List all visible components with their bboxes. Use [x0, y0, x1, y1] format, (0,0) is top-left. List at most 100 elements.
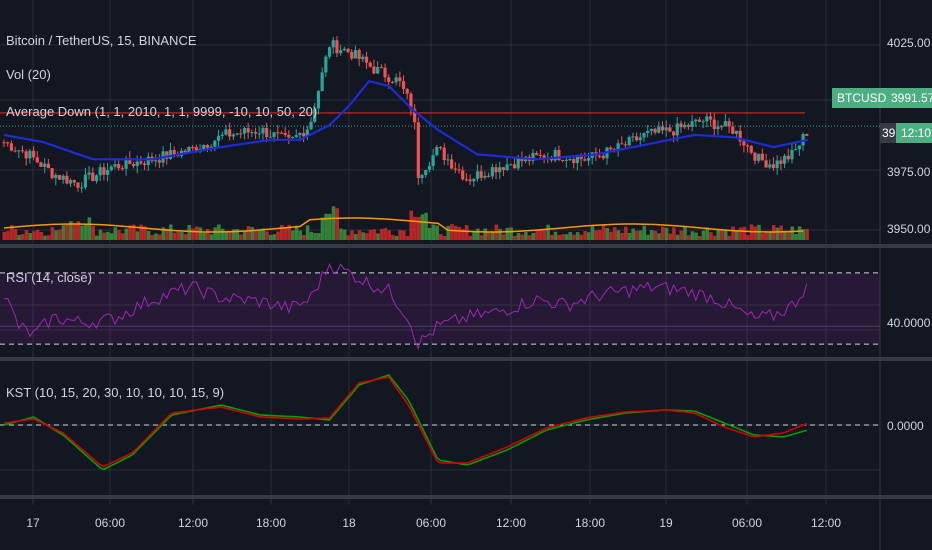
candle-body [242, 128, 247, 134]
candle-body [731, 126, 735, 134]
volume-bar [575, 232, 580, 240]
volume-bar [609, 231, 613, 240]
volume-bar [468, 235, 473, 240]
candle-body [475, 171, 480, 179]
symbol-title: Bitcoin / TetherUS, 15, BINANCE [6, 33, 197, 48]
candle-body [760, 153, 764, 161]
volume-bar [324, 213, 328, 240]
candle-body [609, 147, 613, 150]
candle-body [657, 126, 661, 133]
volume-bar [513, 235, 517, 240]
candle-body [653, 128, 657, 133]
candle-body [2, 142, 6, 144]
volume-bar [54, 230, 58, 240]
candle-body [172, 150, 176, 155]
time-axis-label: 12:00 [495, 516, 527, 530]
candle-body [257, 133, 261, 135]
candle-body [327, 47, 332, 57]
candle-body [353, 50, 358, 59]
volume-bar [183, 234, 188, 240]
volume-bar [194, 226, 199, 240]
candle-body [235, 133, 239, 135]
candle-body [494, 167, 498, 173]
volume-bar [346, 235, 351, 240]
candle-body [120, 168, 124, 170]
kst-indicator-label[interactable]: KST (10, 15, 20, 30, 10, 10, 10, 15, 9) [6, 385, 225, 400]
candle-body [598, 155, 602, 157]
candle-body [461, 170, 465, 180]
candle-body [427, 166, 432, 170]
volume-bar [420, 214, 425, 240]
candle-body [135, 161, 139, 167]
candle-body [649, 128, 653, 131]
volume-bar [424, 212, 428, 240]
avg-down-indicator-label[interactable]: Average Down (1, 1, 2010, 1, 1, 9999, -1… [6, 104, 318, 119]
candle-body [268, 136, 272, 138]
volume-bar [457, 226, 462, 240]
candle-body [716, 126, 720, 129]
candle-body [113, 164, 117, 167]
rsi-indicator-label[interactable]: RSI (14, close) [6, 270, 92, 285]
volume-bar [213, 227, 217, 240]
volume-bar [335, 208, 340, 240]
candle-body [782, 155, 787, 164]
candle-body [346, 48, 350, 53]
volume-bar [113, 227, 118, 240]
volume-bar [657, 233, 661, 240]
volume-bar [191, 228, 195, 240]
candle-body [775, 160, 779, 169]
candle-body [679, 123, 683, 128]
volume-bar [797, 226, 802, 240]
volume-bar [361, 232, 365, 240]
volume-bar [176, 231, 180, 240]
candle-body [745, 145, 750, 147]
candle-body [790, 150, 794, 160]
candle-body [623, 144, 628, 146]
volume-bar [50, 227, 55, 240]
candle-body [339, 50, 343, 54]
volume-bar [672, 227, 676, 240]
volume-bar [631, 228, 635, 240]
candle-body [320, 72, 324, 92]
volume-bar [102, 232, 106, 240]
volume-bar [276, 231, 280, 240]
volume-bar [331, 206, 336, 240]
volume-bar [43, 235, 47, 240]
volume-bar [760, 233, 765, 240]
volume-bar [205, 228, 210, 240]
volume-indicator-label[interactable]: Vol (20) [6, 67, 51, 82]
volume-bar [402, 230, 406, 240]
volume-bar [353, 234, 358, 240]
volume-bar [546, 224, 550, 240]
volume-bar [250, 227, 254, 240]
volume-bar [579, 234, 584, 240]
volume-bar [686, 235, 691, 240]
candle-body [583, 159, 587, 161]
candle-body [394, 77, 398, 83]
volume-bar [501, 234, 506, 240]
volume-bar [350, 230, 354, 240]
volume-bar [17, 234, 21, 240]
volume-bar [135, 231, 140, 240]
candle-body [542, 155, 546, 160]
volume-bar [94, 235, 99, 240]
time-axis-label: 17 [26, 516, 40, 530]
volume-bar [783, 231, 787, 240]
time-axis-label: 18:00 [255, 516, 287, 530]
volume-bar [20, 234, 25, 240]
candle-body [183, 150, 187, 153]
candle-body [87, 172, 91, 175]
volume-bar [109, 233, 114, 240]
candle-body [616, 143, 620, 150]
price-axis-label: 3975.00 [887, 165, 931, 179]
candle-body [24, 151, 28, 159]
candle-body [168, 150, 173, 159]
candle-body [553, 149, 557, 161]
rsi-band [0, 272, 880, 345]
time-axis-label: 06:00 [415, 516, 447, 530]
volume-bar [46, 235, 51, 240]
volume-bar [146, 231, 151, 240]
candle-body [701, 121, 705, 123]
candle-body [768, 164, 772, 168]
